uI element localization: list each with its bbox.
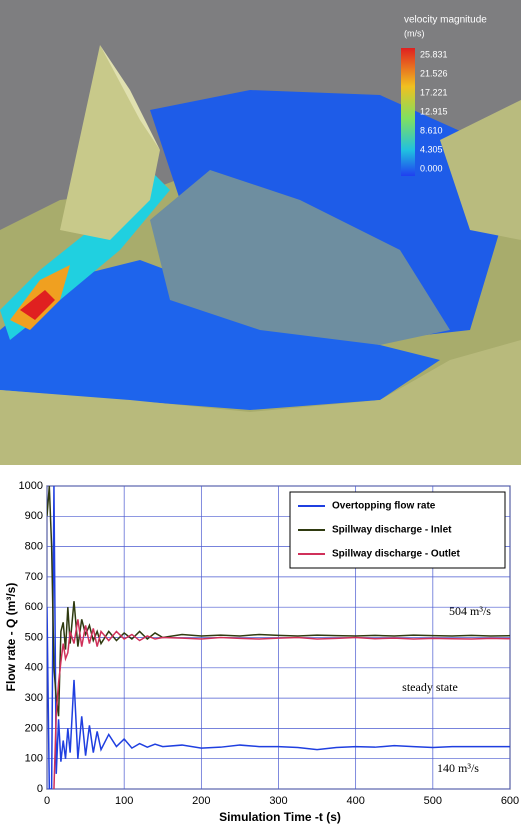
y-tick-label: 200: [25, 722, 43, 734]
colorbar-label: 21.526: [420, 68, 448, 78]
y-axis-label: Flow rate - Q (m³/s): [4, 583, 18, 692]
colorbar-title: velocity magnitude: [404, 15, 487, 26]
y-tick-label: 800: [25, 541, 43, 553]
data-line: [53, 619, 510, 789]
legend: [289, 491, 506, 569]
x-tick-label: 500: [424, 795, 442, 807]
colorbar-labels: 25.831 21.526 17.221 12.915 8.610 4.305 0.000: [420, 49, 448, 173]
y-tick-label: 700: [25, 571, 43, 583]
x-tick-label: 600: [501, 795, 519, 807]
x-tick-label: 400: [346, 795, 364, 807]
series: [47, 486, 510, 789]
legend-label: Spillway discharge - Inlet: [332, 525, 452, 536]
y-tick-label: 600: [25, 601, 43, 613]
y-tick-label: 0: [37, 783, 43, 795]
x-axis-label: Simulation Time -t (s): [219, 810, 341, 824]
y-tick-label: 1000: [19, 480, 43, 492]
annotation: 504 m³/s: [449, 604, 491, 618]
legend-items: Overtopping flow rate Spillway discharge …: [298, 501, 460, 560]
data-line: [47, 486, 510, 789]
colorbar-label: 4.305: [420, 144, 443, 154]
x-tick-label: 300: [269, 795, 287, 807]
colorbar-label: 25.831: [420, 49, 448, 59]
y-tick-label: 100: [25, 753, 43, 765]
y-tick-label: 400: [25, 662, 43, 674]
data-line: [47, 486, 510, 717]
colorbar-label: 0.000: [420, 163, 443, 173]
axes: 0 100 200 300 400 500 600 700 800 900 1000 0 100 200 3…: [19, 480, 520, 807]
y-tick-label: 900: [25, 510, 43, 522]
x-tick-label: 0: [44, 795, 50, 807]
colorbar-unit: (m/s): [404, 28, 425, 38]
x-tick-label: 100: [115, 795, 133, 807]
legend-label: Spillway discharge - Outlet: [332, 549, 460, 560]
colorbar-label: 8.610: [420, 125, 443, 135]
y-tick-label: 500: [25, 631, 43, 643]
simulation-render: velocity magnitude (m/s) 25.831 21.526 17.…: [0, 0, 521, 465]
y-tick-label: 300: [25, 692, 43, 704]
annotation: 140 m³/s: [437, 761, 479, 775]
x-tick-label: 200: [192, 795, 210, 807]
colorbar-label: 17.221: [420, 87, 448, 97]
annotation: steady state: [402, 680, 458, 694]
colorbar-label: 12.915: [420, 106, 448, 116]
legend-label: Overtopping flow rate: [332, 501, 436, 512]
